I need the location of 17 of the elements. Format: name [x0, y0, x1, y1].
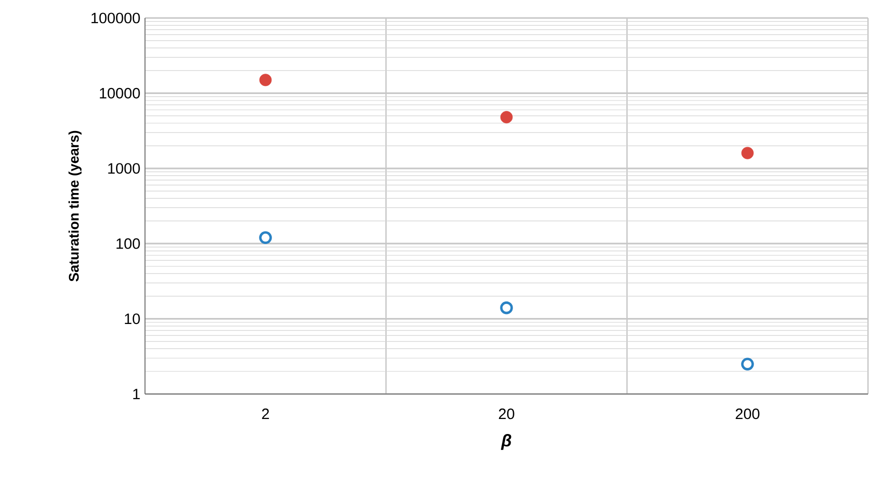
point — [259, 74, 272, 86]
y-tick-label: 100000 — [92, 12, 140, 24]
y-axis-title: Saturation time (years) — [68, 130, 82, 282]
point — [500, 301, 513, 314]
point — [741, 146, 754, 160]
x-tick-label: 200 — [736, 408, 760, 420]
x-axis-title: β — [500, 434, 512, 450]
y-tick-label: 10000 — [100, 88, 140, 99]
point — [500, 111, 513, 124]
point — [259, 231, 272, 244]
y-tick-label: 10 — [124, 313, 140, 324]
y-tick-label: 1000 — [108, 163, 140, 174]
point — [741, 358, 754, 370]
x-tick-label: 2 — [262, 408, 269, 420]
y-tick-label: 100 — [116, 238, 140, 249]
x-tick-label: 20 — [498, 408, 514, 420]
y-tick-label: 1 — [133, 388, 140, 400]
